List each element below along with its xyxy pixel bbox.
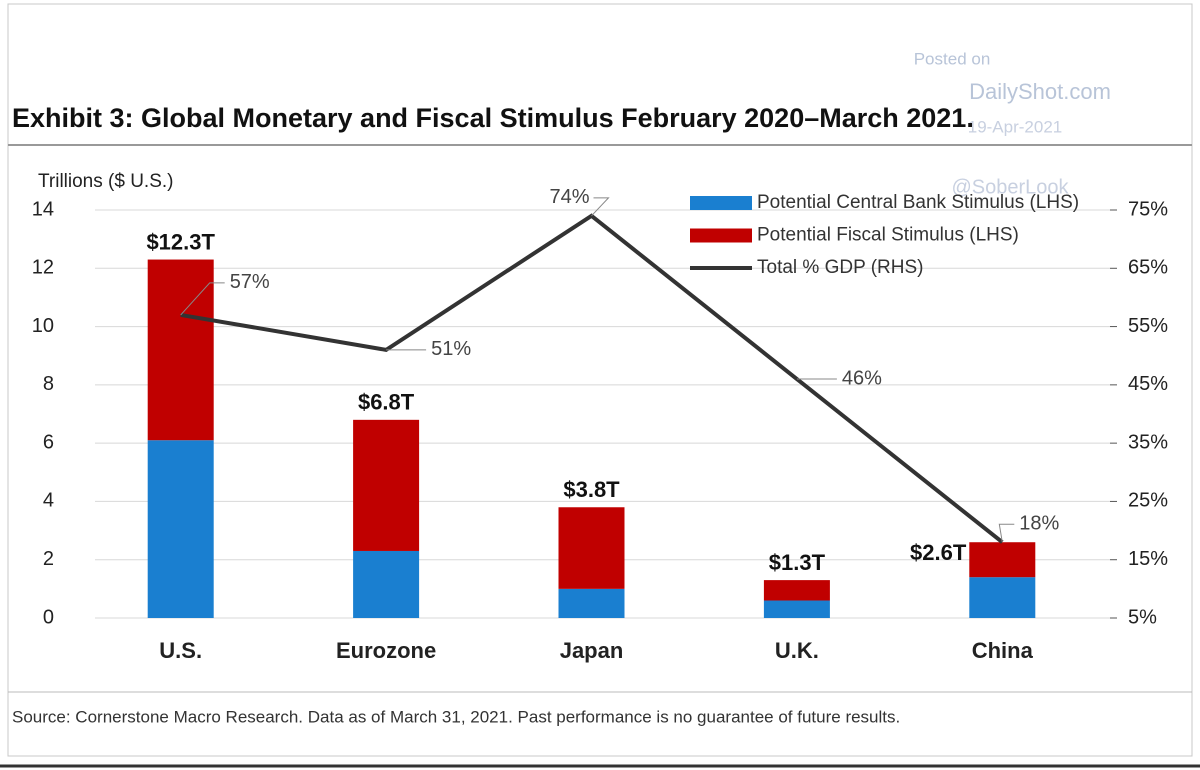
watermark: 19-Apr-2021 <box>968 117 1063 136</box>
total-label: $12.3T <box>146 229 215 254</box>
total-label: $1.3T <box>769 550 826 575</box>
bar-segment <box>763 580 830 601</box>
bar-segment <box>969 577 1036 618</box>
y2-tick-label: 45% <box>1128 373 1168 395</box>
y-tick-label: 2 <box>43 548 54 570</box>
y2-tick-label: 75% <box>1128 198 1168 220</box>
watermark: Posted on <box>914 49 991 68</box>
source-note: Source: Cornerstone Macro Research. Data… <box>12 707 900 726</box>
y-axis-title: Trillions ($ U.S.) <box>38 171 173 192</box>
leader-line <box>591 197 610 217</box>
line-value-label: 74% <box>549 186 589 208</box>
chart-title: Exhibit 3: Global Monetary and Fiscal St… <box>12 103 974 133</box>
line-value-label: 46% <box>842 367 882 389</box>
legend-label: Potential Fiscal Stimulus (LHS) <box>757 225 1019 246</box>
y-tick-label: 8 <box>43 373 54 395</box>
y-tick-label: 14 <box>32 198 54 220</box>
total-label: $3.8T <box>563 477 620 502</box>
y-tick-label: 10 <box>32 315 54 337</box>
x-tick-label: U.S. <box>159 638 202 663</box>
y2-tick-label: 35% <box>1128 431 1168 453</box>
legend-swatch <box>690 196 752 210</box>
leader-line <box>180 282 225 316</box>
bar-segment <box>147 259 214 441</box>
bar-segment <box>353 419 420 551</box>
y2-tick-label: 15% <box>1128 548 1168 570</box>
x-tick-label: Eurozone <box>336 638 436 663</box>
legend-label: Potential Central Bank Stimulus (LHS) <box>757 192 1079 213</box>
bar-segment <box>763 600 830 618</box>
leader-line <box>998 523 1015 543</box>
total-label: $6.8T <box>358 390 415 415</box>
bar-segment <box>558 588 625 618</box>
bar-segment <box>353 550 420 618</box>
y-tick-label: 6 <box>43 431 54 453</box>
watermark: @SoberLook <box>951 176 1069 198</box>
bar-segment <box>147 440 214 618</box>
y2-tick-label: 65% <box>1128 257 1168 279</box>
legend-swatch <box>690 228 752 243</box>
y2-tick-label: 25% <box>1128 490 1168 512</box>
bar-segment <box>558 507 625 589</box>
x-tick-label: U.K. <box>775 638 819 663</box>
legend-label: Total % GDP (RHS) <box>757 257 923 278</box>
y-tick-label: 0 <box>43 606 54 628</box>
x-tick-label: China <box>972 638 1034 663</box>
line-value-label: 51% <box>431 338 471 360</box>
y-tick-label: 12 <box>32 257 54 279</box>
y-tick-label: 4 <box>43 490 54 512</box>
total-label: $2.6T <box>910 540 967 565</box>
x-tick-label: Japan <box>560 638 624 663</box>
bar-segment <box>969 542 1036 578</box>
y2-tick-label: 5% <box>1128 606 1157 628</box>
line-value-label: 57% <box>230 271 270 293</box>
line-value-label: 18% <box>1019 513 1059 535</box>
watermark: DailyShot.com <box>969 79 1111 104</box>
y2-tick-label: 55% <box>1128 315 1168 337</box>
